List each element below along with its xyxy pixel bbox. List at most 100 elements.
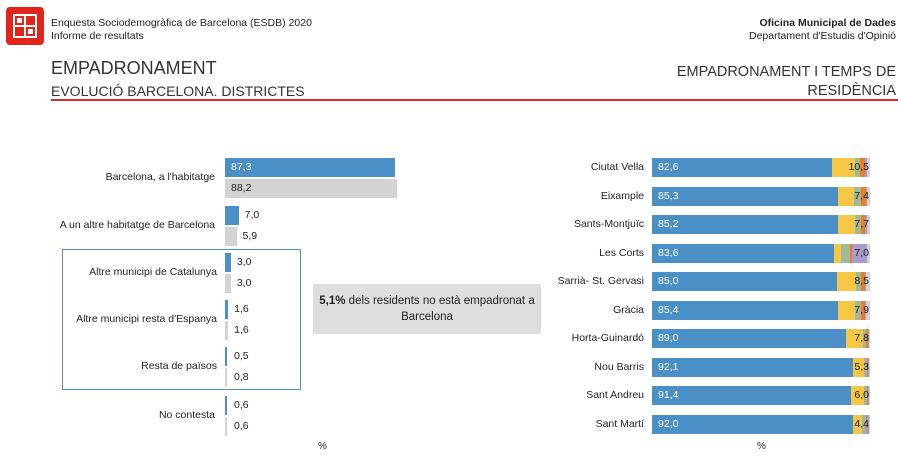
segment-3 (865, 414, 868, 434)
district-label: Gràcia (613, 303, 644, 316)
segment-2 (864, 357, 867, 377)
left-bar-value-label: 0,6 (234, 420, 249, 432)
left-bar-previous (225, 417, 227, 436)
left-section-title: EMPADRONAMENT (51, 58, 217, 78)
district-stacked-bar (652, 243, 870, 263)
left-bar-recent (225, 158, 396, 177)
district-secondary-value-label: 7,7 (854, 218, 869, 230)
left-bar-value-label: 0,5 (234, 350, 249, 362)
district-secondary-value-label: 7,4 (854, 189, 869, 202)
segment-1 (851, 386, 865, 405)
segment-5 (866, 186, 870, 206)
district-stacked-bar (652, 300, 870, 320)
district-main-value-label: 85,4 (658, 303, 679, 316)
segment-0 (652, 386, 852, 405)
left-bar-value-label: 3,0 (236, 277, 252, 289)
segment-4 (867, 329, 869, 348)
district-main-value-label: 85,3 (658, 189, 679, 202)
segment-0 (652, 243, 835, 263)
district-stacked-bar (652, 215, 870, 234)
left-category-label: Resta de països (141, 360, 217, 372)
left-category-label: No contesta (158, 409, 215, 421)
segment-3 (866, 329, 868, 348)
left-x-axis-label: % (318, 441, 327, 452)
segment-0 (652, 357, 853, 377)
segment-0 (652, 186, 838, 206)
segment-1 (838, 300, 856, 320)
district-stacked-bar (652, 357, 870, 377)
right-x-axis-label: % (757, 441, 766, 452)
segment-4 (868, 357, 869, 377)
district-secondary-value-label: 7,0 (854, 246, 869, 259)
left-bar-previous (225, 321, 229, 340)
segment-0 (652, 414, 853, 434)
report-subtitle: Informe de resultats (51, 30, 144, 42)
segment-4 (864, 215, 867, 234)
left-category-label: A un altre habitatge de Barcelona (59, 219, 215, 231)
segment-2 (855, 272, 862, 291)
left-bar-recent (225, 347, 227, 366)
district-secondary-value-label: 5,3 (854, 360, 869, 373)
left-bar-value-label: 88,2 (231, 182, 252, 194)
segment-2 (854, 215, 862, 234)
district-main-value-label: 92,0 (658, 417, 679, 430)
segment-2 (840, 243, 850, 263)
segment-2 (855, 300, 861, 320)
district-main-value-label: 83,6 (658, 246, 679, 259)
district-stacked-bar (652, 186, 870, 206)
callout-text: dels residents no està empadronat a Barc… (345, 294, 535, 323)
segment-5 (866, 272, 870, 291)
segment-3 (867, 386, 869, 405)
report-title: Enquesta Sociodemogràfica de Barcelona (… (51, 17, 312, 29)
segment-5 (868, 414, 870, 434)
segment-0 (652, 329, 847, 348)
segment-3 (861, 272, 865, 291)
district-main-value-label: 85,2 (658, 218, 679, 230)
district-secondary-value-label: 4,4 (854, 417, 869, 430)
left-section-subtitle: EVOLUCIÓ BARCELONA. DISTRICTES (51, 83, 305, 99)
left-category-label: Altre municipi de Catalunya (89, 266, 217, 278)
segment-1 (846, 329, 864, 348)
left-bar-previous (225, 368, 227, 387)
segment-0 (652, 215, 838, 234)
segment-5 (866, 158, 870, 177)
left-bar-value-label: 0,8 (234, 371, 249, 383)
segment-2 (864, 386, 868, 405)
segment-5 (868, 329, 870, 348)
red-divider (51, 99, 898, 101)
segment-3 (849, 243, 853, 263)
right-section-subtitle: RESIDÈNCIA (807, 83, 896, 99)
barcelona-logo-icon (6, 7, 44, 45)
district-main-value-label: 89,0 (658, 332, 679, 344)
segment-3 (866, 357, 869, 377)
district-label: Ciutat Vella (590, 161, 644, 173)
left-bar-value-label: 3,0 (236, 256, 252, 268)
left-category-label: Altre municipi resta d'Espanya (76, 313, 217, 325)
segment-3 (861, 186, 866, 206)
segment-5 (868, 357, 870, 377)
district-main-value-label: 82,6 (658, 161, 679, 173)
segment-3 (861, 215, 865, 234)
left-bar-recent (225, 206, 239, 225)
segment-2 (863, 329, 867, 348)
district-secondary-value-label: 7,9 (854, 303, 869, 316)
segment-0 (652, 272, 838, 291)
district-label: Sant Andreu (586, 389, 644, 401)
segment-4 (864, 272, 867, 291)
segment-2 (862, 414, 866, 434)
district-main-value-label: 91,4 (658, 389, 679, 401)
segment-1 (834, 243, 841, 263)
segment-2 (854, 186, 862, 206)
outside-barcelona-group-box (62, 249, 301, 390)
segment-4 (864, 158, 867, 177)
segment-4 (864, 300, 867, 320)
district-main-value-label: 92,1 (658, 360, 679, 373)
office-name: Oficina Municipal de Dades (759, 17, 896, 29)
left-category-label: Barcelona, a l'habitatge (105, 171, 215, 183)
segment-5 (866, 215, 870, 234)
segment-0 (652, 300, 839, 320)
right-section-title: EMPADRONAMENT I TEMPS DE (676, 64, 896, 80)
segment-4 (867, 414, 869, 434)
segment-2 (854, 158, 861, 177)
district-secondary-value-label: 8,5 (854, 275, 869, 287)
